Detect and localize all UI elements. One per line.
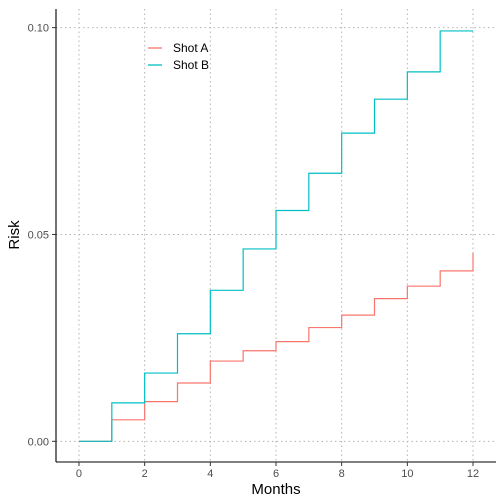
x-axis-title: Months — [251, 481, 300, 498]
y-axis-title: Risk — [6, 220, 23, 250]
x-tick-label-4: 8 — [339, 468, 345, 480]
y-tick-label-0: 0.00 — [28, 436, 49, 448]
x-tick-label-3: 6 — [273, 468, 279, 480]
series-layer — [78, 30, 474, 442]
x-tick-label-6: 12 — [467, 468, 479, 480]
x-tick-label-5: 10 — [401, 468, 413, 480]
legend: Shot A Shot B — [148, 41, 209, 72]
x-tick-label-2: 4 — [207, 468, 213, 480]
legend-label-shot-b: Shot B — [173, 58, 209, 72]
y-tick-label-2: 0.10 — [28, 23, 49, 35]
series-line-shot-b — [78, 30, 474, 442]
axis-layer: 0 2 4 6 8 10 12 0.00 0.05 0.10 — [28, 9, 496, 480]
x-tick-label-0: 0 — [76, 468, 82, 480]
x-tick-label-1: 2 — [142, 468, 148, 480]
series-line-shot-a — [78, 253, 474, 442]
y-tick-label-1: 0.05 — [28, 229, 49, 241]
legend-label-shot-a: Shot A — [173, 41, 208, 55]
